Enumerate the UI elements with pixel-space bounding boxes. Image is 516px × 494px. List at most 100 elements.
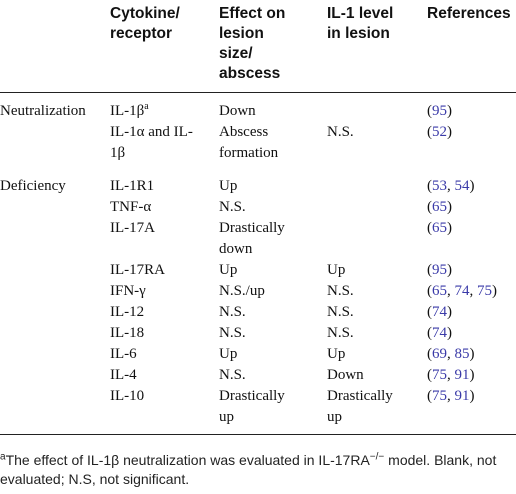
table-row: IL-17RA Up Up (95) [0, 260, 516, 281]
cell-text: IL-1 level [327, 5, 394, 22]
reference-link: 65 [432, 220, 447, 236]
cell-text: N.S./up [219, 283, 265, 299]
table-body: Neutralization IL-1βa Down (95) IL-1α and IL… [0, 93, 516, 435]
header-cell: Effect on lesion size/abscess [219, 0, 327, 93]
punctuation: , [447, 178, 455, 194]
punctuation: ) [492, 283, 497, 299]
table-cell: N.S. [219, 323, 327, 344]
table-cell [0, 197, 110, 218]
table-header: Cytokine/receptor Effect on lesion size/abs… [0, 0, 516, 93]
reference-link: 75 [432, 367, 447, 383]
punctuation: ) [469, 388, 475, 404]
cell-text: lesion [219, 25, 264, 42]
table-cell [0, 386, 110, 435]
cell-text: IL-18 [110, 325, 145, 341]
table-cell: Deficiency [0, 164, 110, 197]
footnote-text: model. Blank, not evaluated; N.S, not si… [0, 452, 497, 487]
reference-link: 91 [454, 388, 470, 404]
table-cell: (65) [427, 197, 516, 218]
cell-text: IL-1β [110, 103, 145, 119]
table-cell: Down [327, 365, 427, 386]
reference-link: 54 [454, 178, 470, 194]
cell-text: Neutralization [0, 103, 86, 119]
cell-text: Deficiency [0, 178, 66, 194]
table-cell: IL-17A [110, 218, 219, 260]
punctuation: , [447, 283, 455, 299]
header-cell: IL-1 level in lesion [327, 0, 427, 93]
table-cell [0, 122, 110, 164]
table-cell: IL-1βa [110, 93, 219, 123]
table-cell: IL-12 [110, 302, 219, 323]
table-cell [327, 164, 427, 197]
punctuation: ( [427, 325, 432, 341]
header-cell: Cytokine/receptor [110, 0, 219, 93]
punctuation: ( [427, 220, 432, 236]
table-cell: N.S. [327, 302, 427, 323]
reference-link: 95 [432, 103, 447, 119]
cell-text: in lesion [327, 25, 390, 42]
reference-link: 53 [432, 178, 447, 194]
cell-text: receptor [110, 25, 173, 42]
table-cell: IL-17RA [110, 260, 219, 281]
table-row: IL-18 N.S. N.S. (74) [0, 323, 516, 344]
table-cell [0, 344, 110, 365]
cell-text: N.S. [327, 325, 354, 341]
table-row: IL-10 Drastically up Drastically up (75, 91) [0, 386, 516, 435]
table-cell: Drastically up [327, 386, 427, 435]
table-cell [327, 93, 427, 123]
header-cell: References [427, 0, 516, 93]
cell-text: IL-10 [110, 388, 145, 404]
reference-link: 95 [432, 262, 447, 278]
table-cell: Abscess formation [219, 122, 327, 164]
punctuation: ) [447, 124, 452, 140]
punctuation: ( [427, 367, 432, 383]
table-cell: IL-1R1 [110, 164, 219, 197]
table-cell: IL-1α and IL- 1β [110, 122, 219, 164]
table-row: Deficiency IL-1R1 Up (53, 54) [0, 164, 516, 197]
table-cell: Up [219, 260, 327, 281]
table-row: IL-6 Up Up (69, 85) [0, 344, 516, 365]
table-cell: N.S. [327, 281, 427, 302]
superscript: a [144, 101, 149, 112]
punctuation: ) [447, 199, 452, 215]
superscript: a [0, 451, 6, 463]
punctuation: ( [427, 304, 432, 320]
table-cell: (65) [427, 218, 516, 260]
table-row: IL-17A Drastically down (65) [0, 218, 516, 260]
table-cell: IL-6 [110, 344, 219, 365]
table-cell: (74) [427, 323, 516, 344]
table-cell: (74) [427, 302, 516, 323]
table-cell: (69, 85) [427, 344, 516, 365]
cell-text: Effect on [219, 5, 286, 22]
reference-link: 75 [432, 388, 447, 404]
cell-text: IL-1α and IL- [110, 124, 193, 140]
cell-text: 1β [110, 145, 126, 161]
data-table: Cytokine/receptor Effect on lesion size/abs… [0, 0, 516, 435]
table-cell: N.S./up [219, 281, 327, 302]
reference-link: 65 [432, 199, 447, 215]
cell-text: Up [219, 262, 238, 278]
reference-link: 65 [432, 283, 447, 299]
punctuation: , [447, 346, 455, 362]
cell-text: TNF-α [110, 199, 152, 215]
punctuation: ( [427, 388, 432, 404]
table-cell [0, 365, 110, 386]
cell-text: formation [219, 145, 279, 161]
table-cell: TNF-α [110, 197, 219, 218]
cell-text: abscess [219, 65, 281, 82]
table-cell: Up [327, 260, 427, 281]
footnote: aThe effect of IL-1β neutralization was … [0, 451, 516, 489]
reference-link: 75 [477, 283, 492, 299]
punctuation: , [447, 388, 455, 404]
reference-link: 91 [454, 367, 470, 383]
cell-text: N.S. [327, 304, 354, 320]
cell-text: N.S. [219, 367, 246, 383]
cell-text: Cytokine/ [110, 5, 180, 22]
table-row: IL-1α and IL- 1β Abscess formation N.S. (52) [0, 122, 516, 164]
table-cell: N.S. [327, 323, 427, 344]
table-cell: Neutralization [0, 93, 110, 123]
cell-text: IL-4 [110, 367, 137, 383]
reference-link: 85 [454, 346, 470, 362]
table-cell: Down [219, 93, 327, 123]
